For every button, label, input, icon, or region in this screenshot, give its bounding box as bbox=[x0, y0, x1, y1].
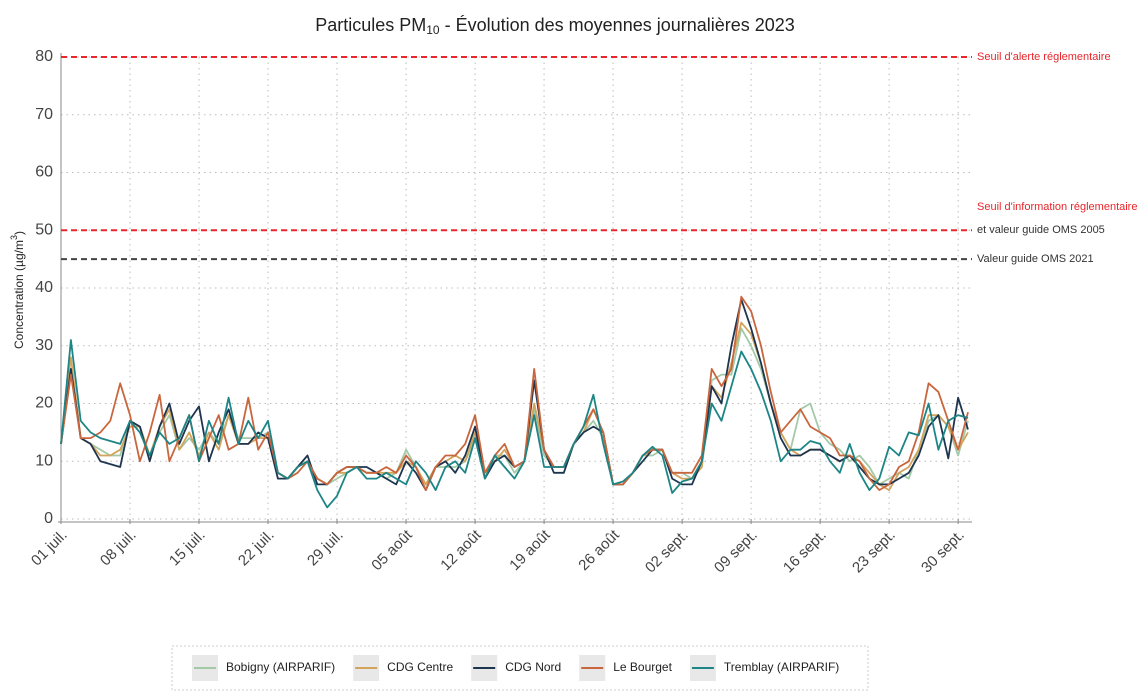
title-part: Particules PM bbox=[315, 15, 426, 35]
ylabel-part: ) bbox=[12, 231, 26, 235]
y-tick-label: 70 bbox=[35, 106, 53, 123]
legend-label: Tremblay (AIRPARIF) bbox=[724, 660, 839, 674]
chart-title: Particules PM10 - Évolution des moyennes… bbox=[315, 15, 795, 37]
reference-label: Seuil d'information réglementaire bbox=[977, 201, 1137, 213]
reference-label: Valeur guide OMS 2021 bbox=[977, 253, 1094, 265]
legend-label: CDG Centre bbox=[387, 660, 453, 674]
y-tick-label: 20 bbox=[35, 395, 53, 412]
y-tick-label: 40 bbox=[35, 279, 53, 296]
legend-label: Le Bourget bbox=[613, 660, 672, 674]
series-line bbox=[60, 327, 969, 486]
reference-label: Seuil d'alerte réglementaire bbox=[977, 51, 1111, 63]
y-axis-label: Concentration (µg/m3) bbox=[9, 231, 26, 349]
y-tick-label: 30 bbox=[35, 337, 53, 354]
y-tick-label: 50 bbox=[35, 221, 53, 238]
legend-label: Bobigny (AIRPARIF) bbox=[226, 660, 335, 674]
reference-label: et valeur guide OMS 2005 bbox=[977, 224, 1105, 236]
y-tick-label: 0 bbox=[44, 510, 53, 527]
y-tick-label: 80 bbox=[35, 48, 53, 65]
legend-label: CDG Nord bbox=[505, 660, 561, 674]
y-tick-label: 10 bbox=[35, 452, 53, 469]
y-tick-label: 60 bbox=[35, 164, 53, 181]
ylabel-part: Concentration (µg/m bbox=[12, 240, 26, 349]
ylabel-superscript: 3 bbox=[9, 235, 19, 240]
title-subscript: 10 bbox=[426, 23, 440, 37]
title-part: - Évolution des moyennes journalières 20… bbox=[440, 15, 795, 35]
legend-box bbox=[171, 645, 869, 691]
series-line bbox=[60, 339, 969, 509]
